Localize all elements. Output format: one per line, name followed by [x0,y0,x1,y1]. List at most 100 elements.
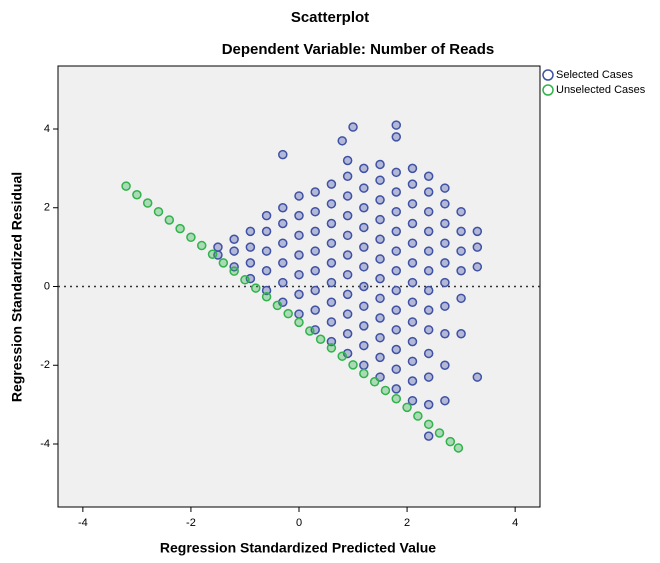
point [472,262,483,272]
point [375,313,385,323]
point [310,187,320,197]
point [407,277,418,288]
point [423,285,434,296]
point [315,334,326,345]
point [423,226,434,237]
point [342,309,353,319]
point [375,254,385,264]
point [294,317,304,328]
point [359,321,369,331]
point [326,343,337,353]
y-tick-label: -2 [40,359,50,371]
point [342,250,353,260]
point [440,395,450,406]
point [310,206,320,217]
point [407,258,418,268]
point [342,191,353,201]
point [375,273,385,284]
point [407,218,418,229]
point [251,283,261,293]
point [380,385,391,396]
point [326,238,337,248]
point [375,159,385,170]
legend-marker [542,84,554,96]
x-tick-label: 0 [296,517,302,529]
point [310,246,320,256]
point [359,368,369,379]
point [375,352,385,363]
point [186,232,196,243]
point [440,199,450,209]
point [391,187,402,197]
point [423,171,434,181]
point [407,395,418,406]
point [164,215,175,225]
point [440,258,450,268]
point [391,246,402,256]
point [440,301,450,311]
y-tick-label: 0 [44,280,50,292]
chart-subtitle: Dependent Variable: Number of Reads [222,41,495,58]
point [261,291,272,302]
point [456,246,466,256]
point [375,332,385,343]
point [423,325,434,335]
point [402,402,412,413]
point [337,136,347,146]
point [218,258,229,268]
point [359,262,369,272]
point [326,179,337,189]
point [342,289,353,300]
point [294,230,304,241]
legend-label: Unselected Cases [556,84,646,96]
point [326,199,337,209]
point [391,384,402,394]
point [245,226,256,237]
point [375,293,385,304]
point [391,206,402,217]
point [423,431,434,441]
legend-marker [542,69,554,81]
point [294,309,304,319]
point [359,281,369,292]
point [440,218,450,229]
point [456,206,466,217]
point [472,242,483,252]
point [440,277,450,288]
point [359,301,369,311]
point [272,300,283,311]
point [407,336,418,347]
y-tick-label: 2 [44,202,50,214]
legend-label: Selected Cases [556,69,634,81]
point [440,329,450,339]
point [348,360,358,370]
point [391,393,402,404]
point [375,234,385,244]
point [440,238,450,248]
point [294,289,304,300]
point [326,297,337,307]
point [391,364,402,374]
x-tick-label: 2 [404,517,410,529]
point [229,266,239,276]
point [310,226,320,237]
point [456,266,466,276]
point [407,376,418,386]
x-tick-label: 4 [512,517,518,529]
point [391,285,402,296]
point [278,238,288,248]
x-tick-label: -2 [186,517,196,529]
point [245,242,256,252]
chart-title: Scatterplot [291,9,369,26]
point [440,183,450,193]
point [375,214,385,225]
point [472,226,483,237]
point [456,226,466,237]
point [440,360,450,370]
point [434,428,445,438]
point [369,377,380,387]
point [359,183,369,193]
point [213,242,223,252]
point [240,275,250,285]
point [310,266,320,276]
